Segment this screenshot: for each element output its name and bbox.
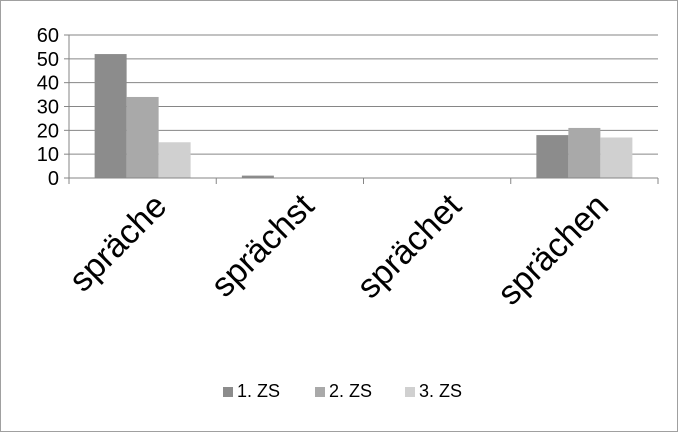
legend-label: 3. ZS: [419, 381, 462, 401]
bar: [126, 96, 159, 178]
category-label: sprächst: [204, 186, 322, 304]
bar: [241, 175, 274, 178]
bar: [600, 137, 633, 178]
legend-swatch: [223, 387, 233, 397]
y-tick-label: 30: [37, 97, 59, 119]
legend-label: 2. ZS: [329, 381, 372, 401]
y-tick-label: 40: [37, 73, 59, 95]
y-tick-label: 50: [37, 49, 59, 71]
legend-swatch: [315, 387, 325, 397]
y-tick-label: 10: [37, 144, 59, 166]
legend: 1. ZS 2. ZS 3. ZS: [223, 381, 462, 401]
bar: [94, 54, 127, 178]
y-tick-label: 0: [48, 168, 59, 190]
category-label: spräche: [62, 187, 174, 299]
y-tick-label: 60: [37, 25, 59, 47]
category-label: sprächen: [490, 187, 616, 313]
bars: [94, 54, 633, 178]
axes: [64, 34, 659, 184]
category-label: sprächet: [350, 186, 469, 305]
bar: [536, 135, 569, 178]
bar: [158, 142, 191, 178]
bar: [568, 127, 601, 178]
legend-label: 1. ZS: [237, 381, 280, 401]
legend-swatch: [405, 387, 415, 397]
y-tick-label: 20: [37, 120, 59, 142]
